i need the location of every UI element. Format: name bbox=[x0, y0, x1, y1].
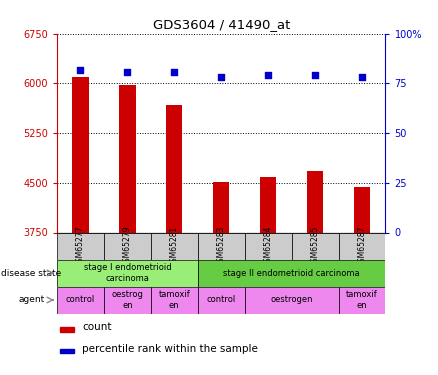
Text: control: control bbox=[66, 296, 95, 304]
Text: tamoxif
en: tamoxif en bbox=[159, 290, 190, 310]
Point bbox=[77, 66, 84, 72]
FancyBboxPatch shape bbox=[245, 232, 292, 260]
Point bbox=[358, 75, 365, 81]
Text: tamoxif
en: tamoxif en bbox=[346, 290, 378, 310]
FancyBboxPatch shape bbox=[198, 232, 245, 260]
Text: stage II endometrioid carcinoma: stage II endometrioid carcinoma bbox=[223, 268, 360, 278]
Text: GSM65279: GSM65279 bbox=[123, 225, 132, 267]
FancyBboxPatch shape bbox=[245, 286, 339, 314]
Point bbox=[311, 72, 318, 78]
FancyBboxPatch shape bbox=[57, 286, 104, 314]
Bar bbox=[213, 182, 230, 232]
Text: agent: agent bbox=[18, 296, 44, 304]
Text: GSM65287: GSM65287 bbox=[357, 225, 367, 267]
FancyBboxPatch shape bbox=[198, 286, 245, 314]
FancyBboxPatch shape bbox=[57, 260, 198, 286]
FancyBboxPatch shape bbox=[151, 232, 198, 260]
Bar bbox=[354, 188, 370, 232]
Bar bbox=[60, 349, 74, 354]
Bar bbox=[60, 327, 74, 332]
FancyBboxPatch shape bbox=[104, 286, 151, 314]
Text: percentile rank within the sample: percentile rank within the sample bbox=[82, 344, 258, 354]
Bar bbox=[307, 171, 323, 232]
Title: GDS3604 / 41490_at: GDS3604 / 41490_at bbox=[152, 18, 290, 31]
FancyBboxPatch shape bbox=[339, 232, 385, 260]
Text: oestrogen: oestrogen bbox=[270, 296, 313, 304]
Text: count: count bbox=[82, 322, 112, 332]
Text: control: control bbox=[207, 296, 236, 304]
Text: GSM65277: GSM65277 bbox=[76, 225, 85, 267]
Text: stage I endometrioid
carcinoma: stage I endometrioid carcinoma bbox=[84, 263, 171, 283]
Point bbox=[171, 69, 178, 75]
Text: disease state: disease state bbox=[1, 268, 61, 278]
Text: oestrog
en: oestrog en bbox=[111, 290, 143, 310]
Text: GSM65285: GSM65285 bbox=[311, 225, 320, 267]
FancyBboxPatch shape bbox=[151, 286, 198, 314]
FancyBboxPatch shape bbox=[292, 232, 339, 260]
Bar bbox=[166, 105, 183, 232]
Bar bbox=[260, 177, 276, 232]
FancyBboxPatch shape bbox=[339, 286, 385, 314]
FancyBboxPatch shape bbox=[104, 232, 151, 260]
Text: GSM65283: GSM65283 bbox=[217, 225, 226, 267]
Point bbox=[265, 72, 272, 78]
Point bbox=[218, 75, 225, 81]
Bar bbox=[72, 77, 88, 232]
Text: GSM65281: GSM65281 bbox=[170, 225, 179, 267]
Text: GSM65284: GSM65284 bbox=[264, 225, 272, 267]
Point bbox=[124, 69, 131, 75]
FancyBboxPatch shape bbox=[198, 260, 385, 286]
FancyBboxPatch shape bbox=[57, 232, 104, 260]
Bar bbox=[119, 86, 135, 232]
